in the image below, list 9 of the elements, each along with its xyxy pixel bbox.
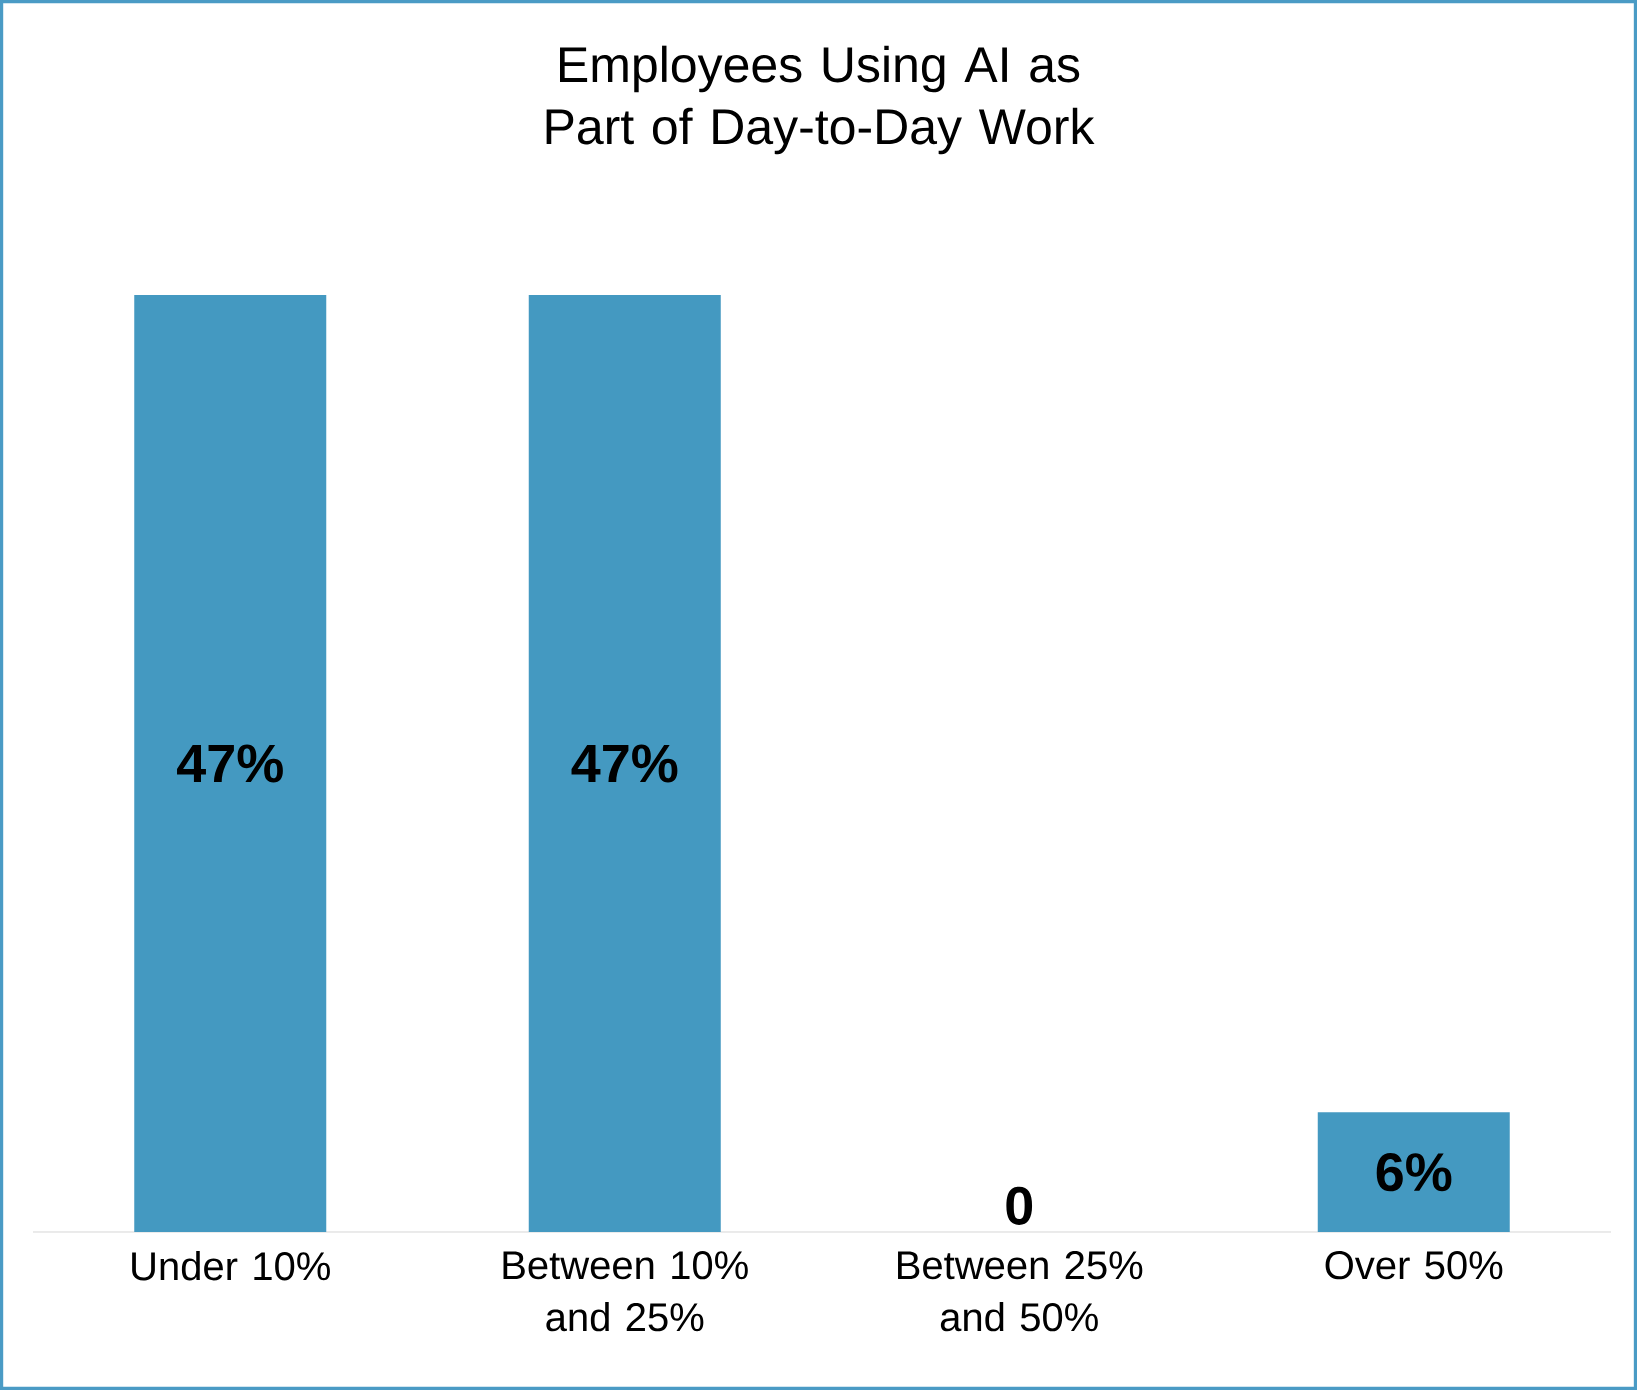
chart-title: Employees Using AI as Part of Day-to-Day Work: [546, 45, 1095, 155]
x-tick-label: Under 10%: [132, 1251, 330, 1281]
data-label: 47%: [571, 744, 678, 783]
x-tick-label: Between 10% and 25%: [503, 1251, 748, 1332]
x-tick-label: Over 50%: [1325, 1251, 1503, 1280]
data-label: 6%: [1376, 1153, 1452, 1192]
data-label: 0: [1006, 1186, 1033, 1225]
data-label: 47%: [177, 744, 283, 783]
x-tick-label: Between 25% and 50%: [898, 1251, 1143, 1332]
